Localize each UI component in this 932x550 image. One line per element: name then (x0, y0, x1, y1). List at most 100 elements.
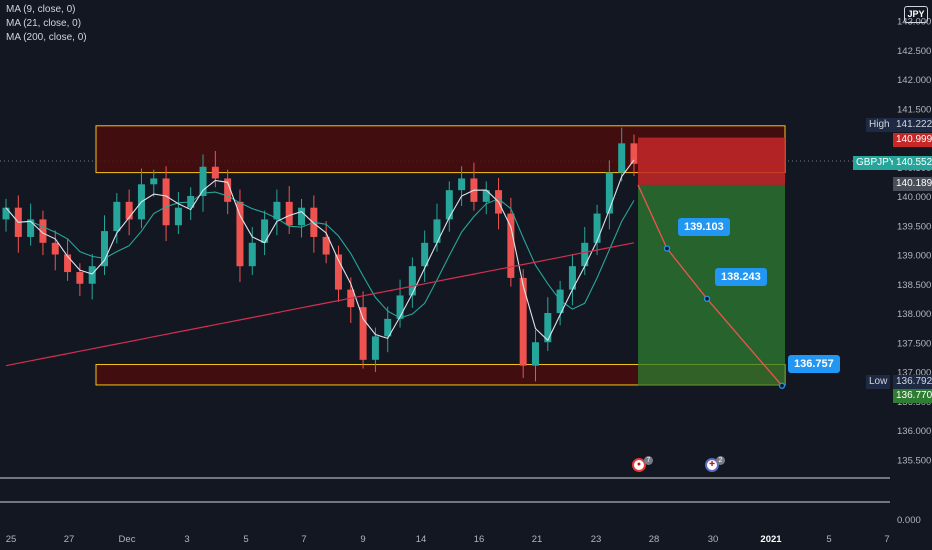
indicator-ma9[interactable]: MA (9, close, 0) (6, 4, 76, 15)
candle (273, 201, 281, 220)
candle (371, 336, 379, 360)
time-tick: 7 (884, 534, 889, 545)
low-value: 136.792 (893, 375, 932, 389)
candle (544, 313, 552, 343)
low-label: Low (866, 375, 891, 389)
price-tick: 135.500 (897, 455, 931, 466)
candle (519, 277, 527, 366)
price-tick: 139.000 (897, 251, 931, 262)
time-tick: 3 (184, 534, 189, 545)
candle (76, 272, 84, 284)
time-tick: 5 (243, 534, 248, 545)
time-tick: 23 (591, 534, 602, 545)
ma200-line (5, 242, 635, 367)
stop-value: 140.999 (893, 133, 932, 147)
candle (445, 190, 453, 220)
candle (125, 201, 133, 220)
candle (27, 219, 35, 237)
projection-point (778, 382, 786, 389)
time-tick: 14 (416, 534, 427, 545)
candle (150, 178, 158, 185)
time-tick: 28 (649, 534, 660, 545)
event-count-1: 7 (644, 456, 653, 465)
axes: 143.000142.500142.000141.500141.000140.5… (6, 17, 932, 546)
stop-loss-zone (638, 137, 785, 185)
time-tick: 21 (532, 534, 543, 545)
candle (507, 213, 515, 278)
candle (581, 242, 589, 267)
candle (174, 207, 182, 226)
time-tick: 9 (360, 534, 365, 545)
candle (39, 219, 47, 243)
ma9-line (5, 159, 635, 342)
economic-event-icon[interactable]: ● (632, 458, 646, 472)
candle (211, 166, 219, 179)
trade-projection (637, 137, 786, 389)
price-tick: 0.000 (897, 515, 921, 526)
candle (88, 266, 96, 284)
price-tick: 138.000 (897, 309, 931, 320)
high-value: 141.222 (893, 118, 932, 132)
time-tick: 16 (474, 534, 485, 545)
candle (556, 289, 564, 313)
candle (482, 190, 490, 202)
price-tick: 137.000 (897, 368, 931, 379)
price-tick: 138.500 (897, 280, 931, 291)
candle (384, 318, 392, 337)
projection-point (663, 245, 671, 252)
candle (199, 166, 207, 196)
price-tick: 137.500 (897, 338, 931, 349)
uk-flag-icon[interactable]: ✚ (705, 458, 719, 472)
target-value: 136.770 (893, 389, 932, 403)
target-tag-2[interactable]: 138.243 (715, 268, 767, 286)
candle (248, 242, 256, 267)
candle (285, 201, 293, 226)
candle (2, 207, 10, 220)
target-tag-3[interactable]: 136.757 (788, 355, 840, 373)
time-tick: 5 (826, 534, 831, 545)
candle (421, 242, 429, 267)
candle (101, 231, 109, 267)
symbol-label: GBPJPY (853, 156, 899, 170)
indicator-ma21[interactable]: MA (21, close, 0) (6, 18, 82, 29)
event-count-2: 2 (716, 456, 725, 465)
candle (458, 178, 466, 191)
candle (531, 342, 539, 366)
time-tick: 2021 (760, 534, 782, 545)
candle (618, 143, 626, 173)
candle (298, 207, 306, 226)
candle (51, 242, 59, 255)
projection-point (703, 295, 711, 302)
time-tick: Dec (119, 534, 136, 545)
last-price: 140.552 (893, 156, 932, 170)
moving-averages (5, 159, 635, 367)
candle (261, 219, 269, 243)
price-tick: 140.000 (897, 192, 931, 203)
candle (396, 295, 404, 319)
candle (64, 254, 72, 273)
candle (162, 178, 170, 226)
time-tick: 30 (708, 534, 719, 545)
time-tick: 7 (301, 534, 306, 545)
candle (334, 254, 342, 290)
ma21-line (5, 191, 635, 319)
time-tick: 27 (64, 534, 75, 545)
time-tick: 25 (6, 534, 17, 545)
candle (113, 201, 121, 232)
projection-path (637, 184, 783, 387)
price-tick: 141.500 (897, 104, 931, 115)
currency-badge[interactable]: JPY (904, 6, 928, 23)
candle (605, 172, 613, 214)
candle (359, 307, 367, 360)
candle (408, 266, 416, 296)
candle (322, 236, 330, 255)
price-tick: 139.500 (897, 221, 931, 232)
candle (568, 266, 576, 290)
price-tick: 136.000 (897, 426, 931, 437)
target-tag-1[interactable]: 139.103 (678, 218, 730, 236)
indicator-ma200[interactable]: MA (200, close, 0) (6, 32, 87, 43)
high-label: High (866, 118, 893, 132)
candle (433, 219, 441, 243)
entry-value: 140.189 (893, 177, 932, 191)
